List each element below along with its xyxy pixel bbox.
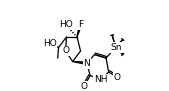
Text: O: O: [81, 82, 88, 91]
Text: HO: HO: [59, 20, 73, 29]
Polygon shape: [77, 26, 81, 37]
Polygon shape: [73, 62, 85, 64]
Text: O: O: [62, 47, 69, 56]
Text: HO: HO: [43, 39, 57, 48]
Text: F: F: [78, 20, 83, 29]
Text: Sn: Sn: [110, 43, 122, 52]
Text: N: N: [83, 59, 90, 68]
Text: NH: NH: [94, 75, 107, 84]
Text: O: O: [114, 73, 121, 82]
